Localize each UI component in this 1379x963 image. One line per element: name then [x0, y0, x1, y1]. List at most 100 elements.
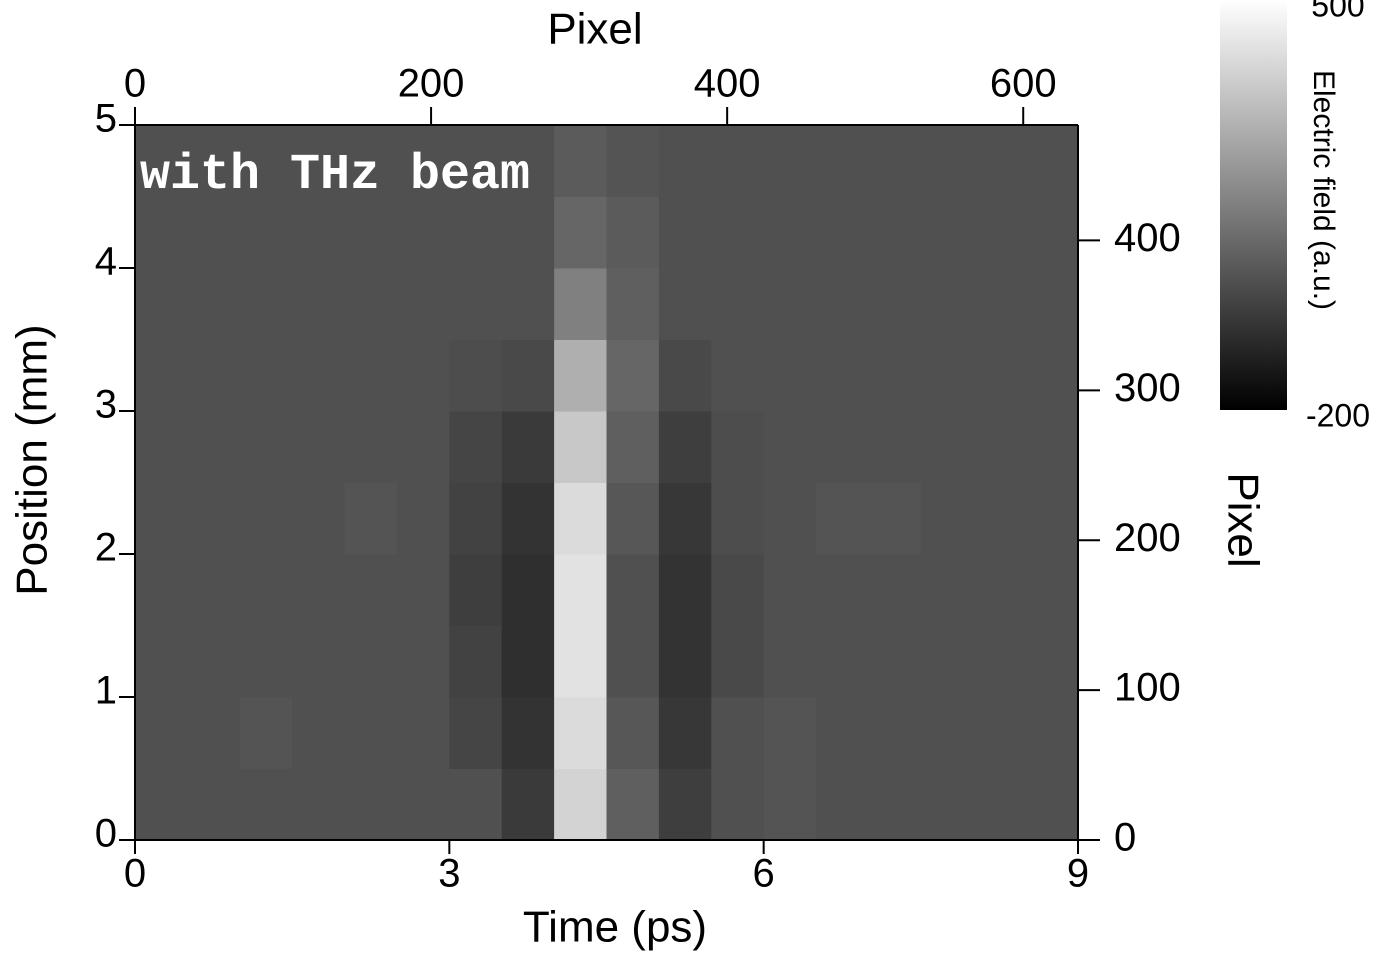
y-tick-label: 5	[95, 97, 117, 141]
heatmap-cell	[292, 196, 346, 269]
y-tick-label: 1	[95, 669, 117, 713]
heatmap-cell	[658, 125, 712, 197]
heatmap-cell	[816, 339, 869, 412]
heatmap-cell	[344, 554, 398, 626]
heatmap-cell	[658, 625, 712, 698]
heatmap-cell	[135, 554, 188, 626]
heatmap-cell	[868, 196, 922, 269]
heatmap-cell	[187, 697, 241, 769]
heatmap-cell	[973, 482, 1027, 555]
heatmap-cell	[187, 196, 241, 269]
heatmap-cell	[396, 768, 450, 841]
heatmap-cell	[554, 125, 607, 197]
heatmap-cell	[187, 268, 241, 340]
heatmap-cell	[920, 625, 974, 698]
colorbar	[1220, 0, 1287, 410]
heatmap-cell	[396, 196, 450, 269]
heatmap-cell	[554, 411, 607, 483]
heatmap-cell	[606, 339, 660, 412]
heatmap-cell	[187, 625, 241, 698]
heatmap-cell	[658, 554, 712, 626]
heatmap-cell	[501, 625, 555, 698]
heatmap-cell	[239, 339, 293, 412]
heatmap-cell	[449, 125, 503, 197]
heatmap-cell	[606, 554, 660, 626]
heatmap-cell	[920, 482, 974, 555]
heatmap-cell	[239, 697, 293, 769]
heatmap-cell	[135, 411, 188, 483]
heatmap-cell	[344, 411, 398, 483]
heatmap-cell	[920, 697, 974, 769]
heatmap-cell	[920, 125, 974, 197]
y2-tick-label: 300	[1114, 366, 1181, 410]
heatmap-cell	[816, 697, 869, 769]
heatmap-cell	[292, 125, 346, 197]
x-tick-label: 3	[438, 852, 460, 896]
heatmap-cell	[292, 339, 346, 412]
heatmap-cell	[816, 125, 869, 197]
heatmap-cell	[606, 697, 660, 769]
heatmap-cell	[396, 339, 450, 412]
heatmap-cell	[344, 196, 398, 269]
x-tick-label: 9	[1067, 852, 1089, 896]
heatmap-cell	[135, 268, 188, 340]
heatmap-cell	[763, 196, 817, 269]
heatmap-cell	[816, 625, 869, 698]
heatmap-cell	[187, 768, 241, 841]
heatmap-cell	[606, 625, 660, 698]
heatmap-cell	[344, 482, 398, 555]
heatmap-cell	[187, 554, 241, 626]
heatmap-cell	[1025, 125, 1079, 197]
heatmap-cell	[868, 697, 922, 769]
heatmap-cell	[239, 482, 293, 555]
heatmap-cell	[868, 411, 922, 483]
y2-tick-label: 100	[1114, 666, 1181, 710]
heatmap-cell	[292, 268, 346, 340]
heatmap-cell	[658, 482, 712, 555]
heatmap-cell	[135, 196, 188, 269]
heatmap-cell	[449, 482, 503, 555]
heatmap-cell	[711, 482, 765, 555]
heatmap-cell	[554, 339, 607, 412]
heatmap-cell	[763, 697, 817, 769]
colorbar-tick-label: -200	[1306, 397, 1370, 433]
heatmap-cell	[658, 411, 712, 483]
heatmap-cell	[711, 268, 765, 340]
heatmap-cell	[135, 697, 188, 769]
heatmap-cell	[1025, 697, 1079, 769]
heatmap-cell	[135, 625, 188, 698]
heatmap-cell	[816, 411, 869, 483]
heatmap-cell	[973, 411, 1027, 483]
colorbar-tick-label: 500	[1311, 0, 1364, 23]
heatmap-cell	[711, 411, 765, 483]
heatmap-cell	[449, 625, 503, 698]
heatmap-cell	[973, 697, 1027, 769]
heatmap-cell	[449, 768, 503, 841]
y-tick-label: 4	[95, 240, 117, 284]
heatmap-cell	[711, 339, 765, 412]
heatmap-cell	[658, 196, 712, 269]
x2-tick-label: 400	[694, 62, 761, 106]
heatmap-cell	[135, 339, 188, 412]
heatmap-cell	[1025, 196, 1079, 269]
heatmap-cell	[396, 697, 450, 769]
y-axis-title: Position (mm)	[8, 324, 57, 595]
heatmap-cell	[973, 196, 1027, 269]
heatmap-cell	[920, 268, 974, 340]
heatmap-cell	[973, 339, 1027, 412]
heatmap-cell	[868, 554, 922, 626]
heatmap-cell	[658, 339, 712, 412]
heatmap-cell	[711, 196, 765, 269]
heatmap-cell	[187, 339, 241, 412]
heatmap-cell	[868, 768, 922, 841]
heatmap-cell	[920, 196, 974, 269]
y-tick-label: 3	[95, 383, 117, 427]
heatmap-cell	[501, 554, 555, 626]
heatmap-cell	[1025, 268, 1079, 340]
heatmap-cell	[292, 768, 346, 841]
heatmap-cell	[606, 125, 660, 197]
heatmap-cell	[1025, 554, 1079, 626]
y-tick-label: 0	[95, 812, 117, 856]
heatmap-cell	[187, 411, 241, 483]
heatmap-cell	[816, 482, 869, 555]
